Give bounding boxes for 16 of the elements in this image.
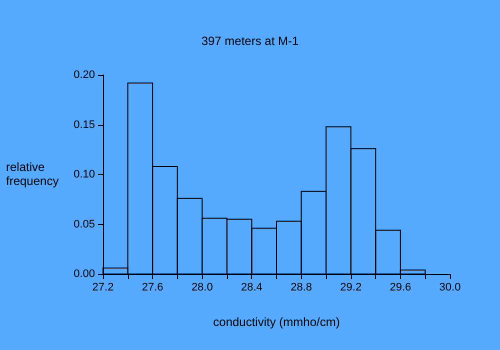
y-tick-label: 0.15 [74, 118, 95, 131]
y-tick-label: 0.05 [74, 218, 95, 230]
chart-title: 397 meters at M-1 [201, 34, 300, 48]
x-tick-label: 27.2 [92, 282, 114, 294]
x-tick-label: 28.4 [241, 282, 262, 294]
y-tick-label: 0.10 [74, 168, 95, 180]
x-axis-title: conductivity (mmho/cm) [213, 315, 340, 329]
y-axis-title: relative frequency [6, 160, 59, 188]
x-tick-label: 29.6 [390, 282, 412, 294]
y-tick-label: 0.20 [74, 69, 95, 81]
x-tick-label: 29.2 [340, 282, 362, 294]
x-tick-label: 28.0 [191, 282, 213, 294]
x-tick-label: 28.8 [290, 282, 312, 294]
y-tick-label: 0.00 [74, 268, 95, 280]
x-tick-label: 30.0 [439, 282, 461, 294]
x-tick-label: 27.6 [142, 282, 164, 294]
